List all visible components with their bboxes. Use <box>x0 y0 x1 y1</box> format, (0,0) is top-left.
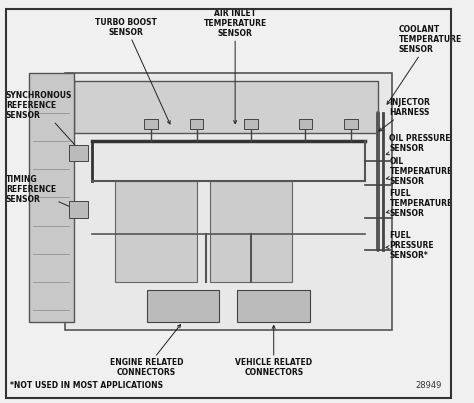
Bar <box>65 73 392 330</box>
Bar <box>190 119 203 129</box>
Bar <box>74 81 378 133</box>
Bar <box>237 289 310 322</box>
Bar <box>244 119 258 129</box>
Text: 28949: 28949 <box>415 380 442 390</box>
Bar <box>28 73 74 322</box>
Text: AIR INLET
TEMPERATURE
SENSOR: AIR INLET TEMPERATURE SENSOR <box>203 8 267 124</box>
Text: *NOT USED IN MOST APPLICATIONS: *NOT USED IN MOST APPLICATIONS <box>10 380 164 390</box>
Text: FUEL
PRESSURE
SENSOR*: FUEL PRESSURE SENSOR* <box>386 231 434 260</box>
Text: VEHICLE RELATED
CONNECTORS: VEHICLE RELATED CONNECTORS <box>235 326 312 377</box>
Text: COOLANT
TEMPERATURE
SENSOR: COOLANT TEMPERATURE SENSOR <box>387 25 462 104</box>
Bar <box>344 119 358 129</box>
Text: OIL
TEMPERATURE
SENSOR: OIL TEMPERATURE SENSOR <box>386 157 453 186</box>
Bar <box>145 119 158 129</box>
Text: FUEL
TEMPERATURE
SENSOR: FUEL TEMPERATURE SENSOR <box>386 189 453 218</box>
Text: ENGINE RELATED
CONNECTORS: ENGINE RELATED CONNECTORS <box>110 324 183 377</box>
Text: SYNCHRONOUS
REFERENCE
SENSOR: SYNCHRONOUS REFERENCE SENSOR <box>6 91 78 149</box>
Text: OIL PRESSURE
SENSOR: OIL PRESSURE SENSOR <box>386 134 451 155</box>
Bar <box>70 145 88 162</box>
Text: INJECTOR
HARNESS: INJECTOR HARNESS <box>379 98 430 131</box>
Bar <box>70 202 88 218</box>
Bar <box>115 181 197 282</box>
Bar <box>146 289 219 322</box>
Text: TIMING
REFERENCE
SENSOR: TIMING REFERENCE SENSOR <box>6 174 77 210</box>
Text: TURBO BOOST
SENSOR: TURBO BOOST SENSOR <box>95 18 170 124</box>
Bar <box>299 119 312 129</box>
Bar <box>210 181 292 282</box>
